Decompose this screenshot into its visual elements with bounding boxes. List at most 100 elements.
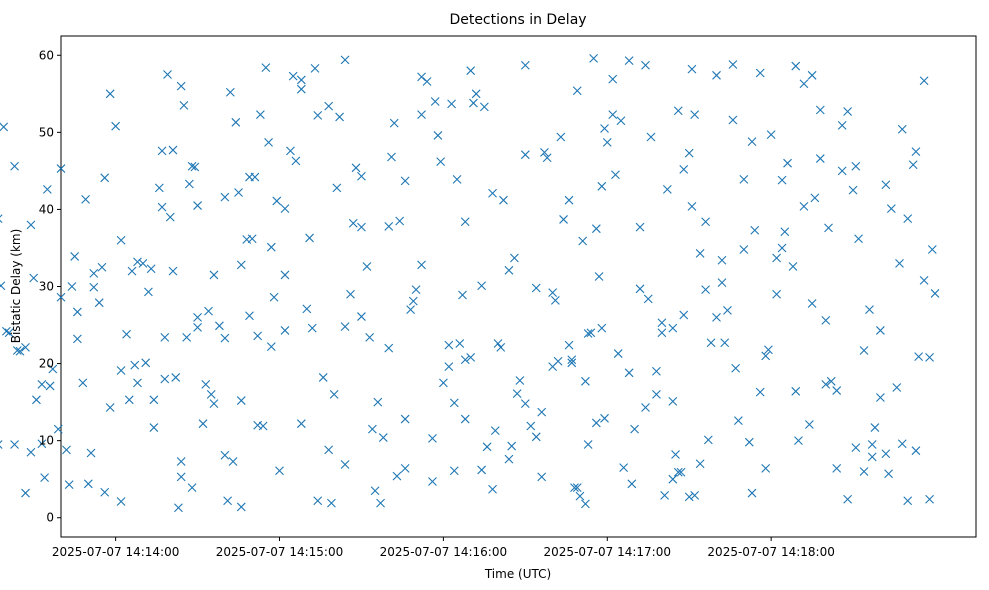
data-point-marker: [307, 323, 317, 333]
data-point-marker: [807, 70, 817, 80]
data-point-marker: [764, 345, 773, 355]
data-point-marker: [40, 473, 50, 483]
data-point-marker: [930, 289, 940, 298]
data-point-marker: [673, 106, 683, 116]
data-point-marker: [804, 420, 814, 429]
data-point-marker: [695, 248, 705, 258]
data-point-marker: [466, 353, 476, 362]
data-point-marker: [679, 310, 689, 320]
data-point-marker: [867, 440, 877, 449]
data-point-marker: [348, 218, 358, 228]
data-point-marker: [911, 446, 921, 456]
data-point-marker: [56, 164, 66, 173]
data-point-marker: [12, 346, 22, 355]
data-point-marker: [815, 105, 825, 115]
data-point-marker: [187, 161, 197, 171]
data-point-marker: [245, 172, 254, 182]
data-point-marker: [0, 122, 9, 132]
y-tick-label: 30: [39, 280, 54, 294]
data-point-marker: [266, 242, 276, 252]
data-point-marker: [176, 457, 186, 466]
data-point-marker: [111, 121, 121, 131]
data-point-marker: [56, 292, 66, 302]
data-point-marker: [100, 487, 110, 497]
data-point-marker: [220, 450, 230, 460]
data-point-marker: [739, 245, 749, 254]
data-point-marker: [684, 148, 694, 158]
data-point-marker: [245, 311, 254, 321]
data-point-marker: [477, 465, 487, 475]
data-point-marker: [859, 467, 869, 476]
data-point-marker: [105, 403, 115, 412]
data-point-marker: [42, 184, 52, 194]
data-point-marker: [619, 463, 629, 473]
data-point-marker: [408, 296, 418, 306]
data-point-marker: [4, 328, 14, 338]
data-point-marker: [168, 145, 178, 155]
data-point-marker: [635, 284, 645, 294]
data-point-marker: [687, 64, 697, 74]
data-point-marker: [447, 99, 456, 109]
data-point-marker: [851, 161, 861, 171]
data-point-marker: [193, 312, 202, 322]
data-point-marker: [275, 466, 284, 476]
data-point-marker: [564, 195, 574, 205]
data-point-marker: [564, 340, 574, 350]
data-point-marker: [881, 449, 891, 459]
data-point-marker: [572, 86, 582, 96]
data-point-marker: [870, 423, 880, 432]
data-point-marker: [876, 326, 885, 335]
data-point-marker: [83, 479, 93, 489]
data-point-marker: [406, 305, 416, 315]
data-point-marker: [542, 153, 552, 163]
data-point-marker: [362, 262, 372, 271]
data-point-marker: [411, 285, 421, 294]
data-point-marker: [903, 496, 913, 506]
data-point-marker: [436, 157, 446, 167]
data-point-marker: [313, 111, 323, 120]
data-point-marker: [280, 326, 290, 335]
data-point-marker: [389, 118, 399, 128]
data-point-marker: [160, 374, 170, 384]
data-point-marker: [21, 343, 30, 352]
data-point-marker: [171, 373, 181, 382]
data-point-marker: [89, 282, 99, 292]
data-point-marker: [927, 245, 937, 254]
data-point-marker: [886, 204, 896, 214]
data-point-marker: [37, 379, 47, 389]
data-point-marker: [567, 355, 577, 365]
data-point-marker: [0, 281, 6, 291]
data-point-marker: [526, 421, 536, 431]
data-point-marker: [731, 363, 741, 373]
data-point-marker: [116, 366, 126, 375]
data-point-marker: [138, 258, 148, 268]
data-point-marker: [318, 373, 328, 382]
data-point-marker: [597, 323, 607, 333]
data-point-marker: [430, 97, 440, 106]
data-point-marker: [895, 258, 904, 268]
data-point-marker: [160, 332, 170, 342]
data-point-marker: [575, 491, 585, 501]
data-point-marker: [586, 328, 596, 338]
data-point-marker: [897, 124, 907, 134]
data-point-marker: [417, 110, 426, 120]
data-point-marker: [600, 124, 609, 133]
data-point-marker: [668, 323, 678, 333]
data-point-marker: [810, 193, 820, 203]
data-point-marker: [157, 202, 167, 212]
data-point-marker: [848, 185, 858, 195]
x-axis-ticks: 2025-07-07 14:14:00 2025-07-07 14:15:00 20…: [52, 537, 835, 559]
data-point-marker: [881, 180, 891, 190]
data-point-marker: [821, 316, 831, 325]
data-point-marker: [428, 433, 437, 443]
data-point-marker: [510, 253, 519, 263]
data-point-marker: [149, 423, 159, 432]
data-point-marker: [231, 117, 241, 127]
data-point-marker: [690, 110, 700, 120]
data-point-marker: [255, 110, 265, 120]
data-point-marker: [616, 116, 626, 126]
data-point-marker: [340, 322, 350, 331]
data-point-marker: [78, 378, 88, 388]
